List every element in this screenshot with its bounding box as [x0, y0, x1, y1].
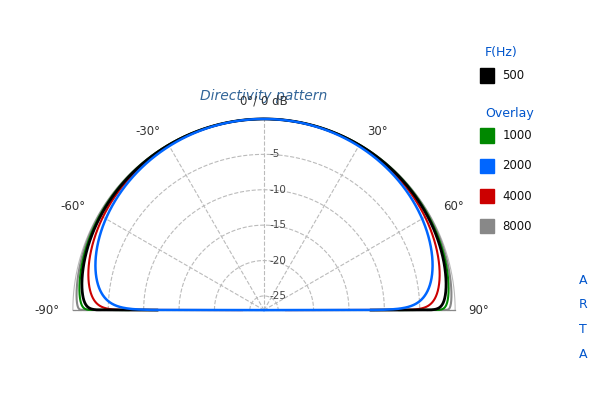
Text: -20: -20	[270, 256, 287, 266]
Bar	[480, 219, 494, 234]
Text: -15: -15	[270, 220, 287, 230]
Text: -90°: -90°	[34, 304, 59, 316]
Text: 500: 500	[502, 69, 524, 82]
Text: 8000: 8000	[502, 220, 532, 233]
Text: F(Hz): F(Hz)	[485, 46, 518, 59]
Text: 4000: 4000	[502, 190, 532, 202]
Bar	[480, 68, 494, 83]
Bar	[480, 158, 494, 173]
Text: 90°: 90°	[469, 304, 489, 316]
Text: -60°: -60°	[60, 200, 85, 213]
Text: R: R	[579, 298, 587, 311]
Text: Overlay: Overlay	[485, 106, 534, 120]
Text: 1000: 1000	[502, 129, 532, 142]
Bar	[480, 128, 494, 143]
Text: 0°/ 0 dB: 0°/ 0 dB	[240, 94, 288, 108]
Text: 30°: 30°	[367, 125, 388, 138]
Text: -25: -25	[270, 291, 287, 301]
Text: -5: -5	[270, 149, 280, 159]
Text: Directivity pattern: Directivity pattern	[200, 89, 328, 103]
Text: A: A	[579, 348, 587, 361]
Text: -30°: -30°	[136, 125, 161, 138]
Text: A: A	[579, 274, 587, 286]
Bar	[480, 189, 494, 203]
Text: T: T	[580, 323, 587, 336]
Text: 2000: 2000	[502, 159, 532, 172]
Text: -10: -10	[270, 185, 287, 195]
Text: 60°: 60°	[443, 200, 464, 213]
